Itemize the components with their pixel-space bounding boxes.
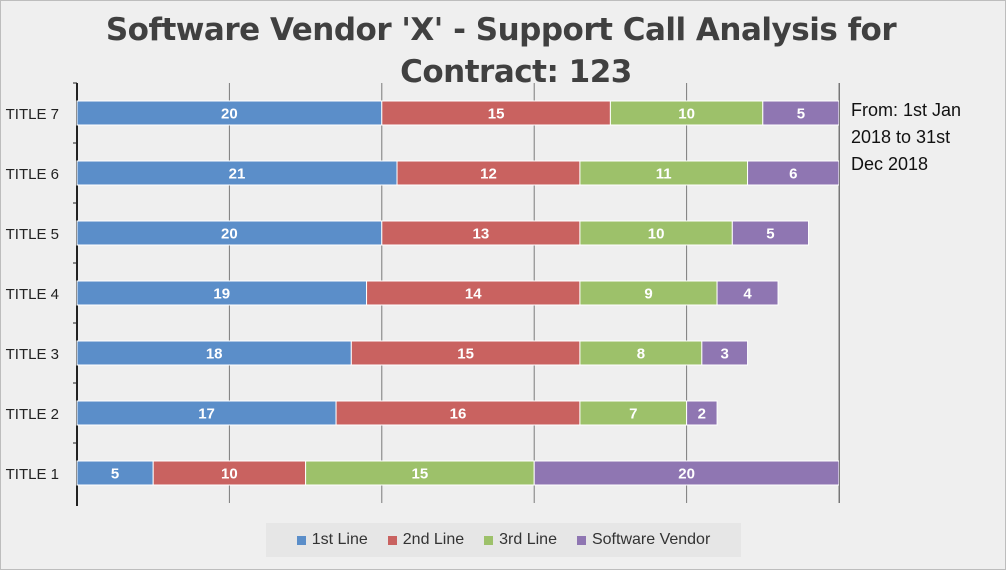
legend-label-1st-line: 1st Line — [311, 531, 368, 548]
legend-label-2nd-line: 2nd Line — [402, 531, 465, 548]
legend-item-2nd-line: 2nd Line — [387, 531, 465, 549]
bar-segment — [579, 220, 733, 246]
data-label: 18 — [206, 346, 223, 363]
data-label: 12 — [480, 166, 497, 183]
bar-segment — [579, 280, 718, 306]
legend-item-1st-line: 1st Line — [296, 531, 368, 549]
bar-segment — [579, 400, 688, 426]
data-label: 10 — [221, 466, 238, 483]
data-label: 19 — [213, 286, 230, 303]
chart-title-line-1: Software Vendor 'X' - Support Call Analy… — [105, 12, 897, 48]
legend-label-3rd-line: 3rd Line — [499, 531, 557, 548]
data-label: 10 — [648, 226, 665, 243]
data-label: 15 — [457, 346, 474, 363]
chart-title-line-2: Contract: 123 — [400, 54, 632, 90]
bar-segment — [152, 460, 307, 486]
legend-item-3rd-line: 3rd Line — [484, 531, 557, 549]
data-label: 3 — [721, 346, 729, 363]
note-line-2: 2018 to 31st — [851, 127, 951, 147]
bar-segment — [350, 340, 581, 366]
category-label: TITLE 4 — [6, 286, 59, 303]
data-label: 17 — [198, 406, 215, 423]
bar-segment — [381, 100, 611, 126]
legend-swatch-1st-line — [296, 535, 306, 545]
chart-title: Software Vendor 'X' - Support Call Analy… — [61, 9, 941, 93]
data-label: 9 — [644, 286, 652, 303]
bar-segment — [76, 220, 383, 246]
data-label: 20 — [221, 106, 238, 123]
bar-segment — [716, 280, 779, 306]
data-label: 13 — [473, 226, 490, 243]
category-label: TITLE 7 — [6, 106, 59, 123]
bar-segment — [76, 460, 154, 486]
data-label: 2 — [698, 406, 706, 423]
data-label: 11 — [656, 166, 672, 183]
note-line-3: Dec 2018 — [851, 154, 929, 174]
date-range-note: From: 1st Jan 2018 to 31st Dec 2018 — [851, 97, 991, 178]
note-divider — [839, 83, 840, 503]
bar-segment — [335, 400, 581, 426]
category-label: TITLE 3 — [6, 346, 59, 363]
category-label: TITLE 5 — [6, 226, 59, 243]
data-label: 14 — [465, 286, 482, 303]
bar-segment — [76, 400, 337, 426]
legend: 1st Line 2nd Line 3rd Line Software Vend… — [266, 523, 741, 557]
bar-segment — [686, 400, 718, 426]
bar-segment — [76, 340, 352, 366]
data-label: 8 — [637, 346, 645, 363]
data-label: 5 — [111, 466, 119, 483]
data-label: 10 — [678, 106, 695, 123]
data-label: 16 — [450, 406, 467, 423]
category-label: TITLE 1 — [6, 466, 59, 483]
bar-segment — [609, 100, 764, 126]
bar-segment — [305, 460, 535, 486]
data-label: 5 — [766, 226, 774, 243]
category-label: TITLE 6 — [6, 166, 59, 183]
data-label: 15 — [412, 466, 429, 483]
legend-item-software-vendor: Software Vendor — [576, 531, 711, 549]
data-label: 20 — [221, 226, 238, 243]
bar-segment — [396, 160, 581, 186]
legend-swatch-2nd-line — [387, 535, 397, 545]
category-label: TITLE 2 — [6, 406, 59, 423]
bar-segment — [731, 220, 810, 246]
data-label: 7 — [629, 406, 637, 423]
bar-segment — [762, 100, 840, 126]
data-label: 6 — [789, 166, 797, 183]
bar-segment — [366, 280, 581, 306]
note-line-1: From: 1st Jan — [851, 100, 962, 120]
data-label: 20 — [678, 466, 695, 483]
bar-segment — [747, 160, 840, 186]
bar-segment — [76, 280, 368, 306]
legend-label-software-vendor: Software Vendor — [591, 531, 711, 548]
bar-segment — [533, 460, 840, 486]
legend-swatch-3rd-line — [484, 535, 494, 545]
data-label: 5 — [797, 106, 805, 123]
data-label: 4 — [743, 286, 752, 303]
data-label: 21 — [229, 166, 246, 183]
data-label: 15 — [488, 106, 505, 123]
bar-segment — [579, 160, 749, 186]
bar-segment — [579, 340, 703, 366]
legend-swatch-software-vendor — [576, 535, 586, 545]
bar-segment — [701, 340, 749, 366]
